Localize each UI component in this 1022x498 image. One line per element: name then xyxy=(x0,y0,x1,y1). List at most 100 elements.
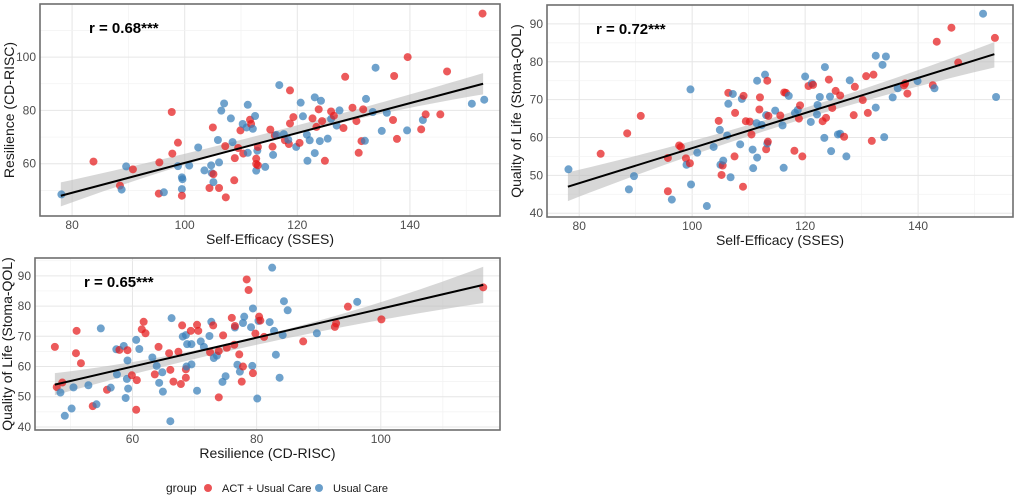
point-act-usual-care xyxy=(739,182,748,191)
point-usual-care xyxy=(124,384,133,393)
x-tick-label: 100 xyxy=(682,219,702,233)
point-act-usual-care xyxy=(320,156,329,165)
point-act-usual-care xyxy=(268,142,277,151)
point-usual-care xyxy=(221,372,230,381)
point-usual-care xyxy=(261,162,270,171)
y-tick-label: 90 xyxy=(18,269,32,283)
point-usual-care xyxy=(200,166,209,175)
point-usual-care xyxy=(69,383,78,392)
point-act-usual-care xyxy=(798,152,807,161)
point-act-usual-care xyxy=(177,191,186,200)
scatter-panel-1: 80 100 120 140 60 80 100 Self-Efficacy (SSES) Re… xyxy=(1,3,501,247)
point-act-usual-care xyxy=(478,9,487,18)
point-act-usual-care xyxy=(596,149,605,158)
point-usual-care xyxy=(243,148,252,157)
point-act-usual-care xyxy=(174,347,183,356)
regression-line xyxy=(567,53,995,188)
y-axis-label: Quality of Life (Stoma-QOL) xyxy=(508,24,524,198)
point-usual-care xyxy=(158,368,167,377)
point-act-usual-care xyxy=(636,111,645,120)
point-usual-care xyxy=(403,126,412,135)
point-act-usual-care xyxy=(76,359,85,368)
point-act-usual-care xyxy=(141,329,150,338)
point-act-usual-care xyxy=(849,111,858,120)
point-usual-care xyxy=(871,103,880,112)
point-act-usual-care xyxy=(623,129,632,138)
point-usual-care xyxy=(271,350,280,359)
point-usual-care xyxy=(56,388,65,397)
point-act-usual-care xyxy=(352,117,361,126)
point-usual-care xyxy=(724,99,733,108)
point-usual-care xyxy=(228,138,237,147)
y-axis-label: Resilience (CD-RISC) xyxy=(1,42,17,178)
point-usual-care xyxy=(60,411,69,420)
point-usual-care xyxy=(323,134,332,143)
point-usual-care xyxy=(298,112,307,121)
point-act-usual-care xyxy=(167,108,176,116)
point-act-usual-care xyxy=(676,142,685,151)
legend-title: group xyxy=(166,481,197,495)
point-usual-care xyxy=(220,99,229,108)
point-usual-care xyxy=(106,383,115,392)
x-tick-label: 140 xyxy=(400,218,420,232)
point-act-usual-care xyxy=(221,193,230,202)
point-usual-care xyxy=(820,133,829,142)
point-usual-care xyxy=(761,70,770,79)
point-usual-care xyxy=(667,195,676,204)
point-usual-care xyxy=(123,356,132,365)
point-act-usual-care xyxy=(235,350,244,359)
point-act-usual-care xyxy=(176,380,185,389)
point-usual-care xyxy=(178,175,187,184)
point-act-usual-care xyxy=(238,362,247,371)
legend-label-usual: Usual Care xyxy=(333,483,388,495)
point-usual-care xyxy=(283,306,292,315)
point-usual-care xyxy=(749,164,758,173)
point-usual-care xyxy=(753,76,762,85)
point-act-usual-care xyxy=(50,342,59,351)
point-act-usual-care xyxy=(89,157,98,166)
point-act-usual-care xyxy=(209,170,218,179)
point-usual-care xyxy=(371,63,380,72)
point-usual-care xyxy=(275,81,284,90)
point-act-usual-care xyxy=(354,148,363,157)
point-usual-care xyxy=(564,165,573,174)
point-act-usual-care xyxy=(343,302,352,311)
point-usual-care xyxy=(880,133,889,142)
point-act-usual-care xyxy=(71,349,80,358)
point-act-usual-care xyxy=(214,347,223,356)
point-act-usual-care xyxy=(739,91,748,100)
y-tick-label: 60 xyxy=(18,360,32,374)
point-act-usual-care xyxy=(150,370,159,379)
y-tick-label: 40 xyxy=(18,420,32,434)
point-act-usual-care xyxy=(256,316,265,325)
scatter-panel-3: 60 80 100 40 50 60 70 80 90 Resilience (CD-RISC) Q… xyxy=(0,257,501,461)
point-act-usual-care xyxy=(990,33,999,42)
point-usual-care xyxy=(748,145,757,154)
point-usual-care xyxy=(360,136,369,145)
point-act-usual-care xyxy=(230,176,239,185)
point-act-usual-care xyxy=(479,283,488,292)
point-act-usual-care xyxy=(932,37,941,46)
point-usual-care xyxy=(726,173,735,182)
point-usual-care xyxy=(251,112,260,120)
correlation-annotation: r = 0.65*** xyxy=(84,274,154,291)
point-usual-care xyxy=(893,84,902,93)
point-act-usual-care xyxy=(132,376,141,385)
x-tick-label: 100 xyxy=(371,432,391,446)
point-usual-care xyxy=(316,96,325,105)
point-act-usual-care xyxy=(165,349,174,358)
point-act-usual-care xyxy=(685,159,694,168)
point-usual-care xyxy=(715,125,724,134)
point-usual-care xyxy=(845,76,854,85)
point-act-usual-care xyxy=(862,72,871,81)
point-usual-care xyxy=(303,156,312,165)
y-tick-label: 60 xyxy=(530,131,544,145)
point-usual-care xyxy=(305,136,314,145)
point-usual-care xyxy=(177,185,186,194)
point-usual-care xyxy=(205,331,214,340)
point-usual-care xyxy=(209,178,218,187)
point-act-usual-care xyxy=(869,70,878,79)
point-usual-care xyxy=(187,360,196,369)
point-act-usual-care xyxy=(332,319,341,328)
point-usual-care xyxy=(217,106,226,115)
